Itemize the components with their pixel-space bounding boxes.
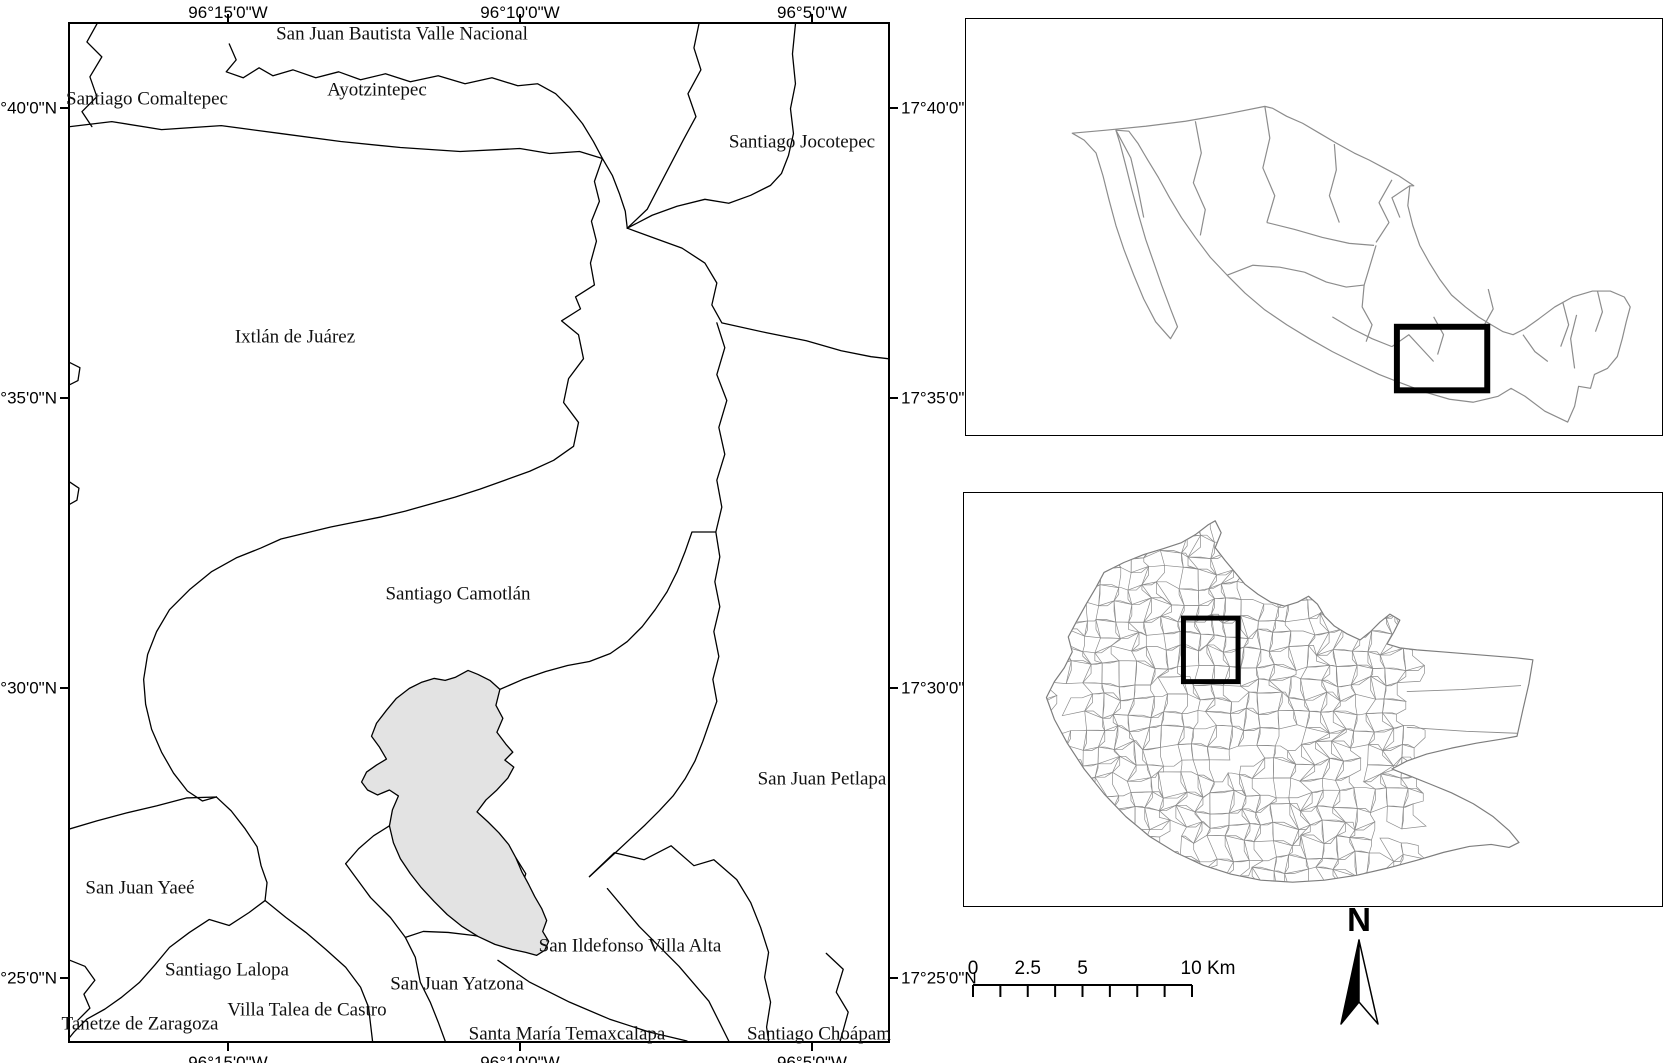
latitude-tick-label: 17°25'0"N (901, 968, 977, 988)
mexico-outline-svg (1071, 105, 1631, 423)
scale-bar-tick-label: 5 (1077, 958, 1088, 979)
axis-tick (60, 687, 68, 689)
municipality-label: Ayotzintepec (327, 79, 427, 101)
longitude-tick-label: 96°5'0"W (777, 3, 847, 22)
latitude-tick-label: 17°30'0"N (901, 678, 977, 698)
oaxaca-inset-map (963, 492, 1663, 907)
municipality-label: Santiago Choápam (746, 1023, 892, 1045)
municipality-label: San Juan Bautista Valle Nacional (276, 23, 528, 45)
municipality-label: Santa María Temaxcalapa (468, 1023, 666, 1045)
longitude-tick-label: 96°15'0"W (188, 3, 268, 22)
north-arrow: N (1328, 903, 1390, 1035)
north-arrow-label: N (1347, 901, 1371, 938)
municipality-label: Santiago Comaltepec (66, 88, 228, 110)
municipality-label: Tanetze de Zaragoza (61, 1013, 219, 1035)
municipality-label: San Juan Petlapa (757, 768, 887, 790)
study-area-polygon (360, 669, 550, 956)
axis-tick (811, 1043, 813, 1051)
axis-tick (890, 107, 898, 109)
longitude-tick-label: 96°10'0"W (480, 1053, 560, 1063)
axis-tick (227, 1043, 229, 1051)
mexico-inset-map (965, 18, 1663, 436)
oaxaca-outline-svg (1045, 520, 1534, 883)
study-extent-rectangle-mexico (1393, 323, 1491, 394)
axis-tick (60, 107, 68, 109)
axis-tick (890, 687, 898, 689)
axis-tick (890, 977, 898, 979)
axis-tick (60, 397, 68, 399)
axis-tick (60, 977, 68, 979)
municipality-label: Santiago Jocotepec (728, 131, 876, 153)
latitude-tick-label: 17°40'0"N (901, 98, 977, 118)
main-map-panel: San Juan Bautista Valle Nacional Ayotzint… (62, 22, 892, 1045)
axis-tick (890, 397, 898, 399)
scale-bar-tick-label: 2.5 (1014, 958, 1041, 979)
scale-bar-tick-label: 10 Km (1180, 958, 1236, 979)
municipality-label: San Juan Yaeé (85, 877, 195, 899)
longitude-tick-label: 96°15'0"W (188, 1053, 268, 1063)
scale-bar-tick-label: 0 (967, 958, 979, 979)
axis-tick (519, 1043, 521, 1051)
municipality-label: San Ildefonso Villa Alta (538, 935, 722, 957)
latitude-tick-label: 17°40'0"N (0, 98, 57, 118)
latitude-tick-label: 17°35'0"N (0, 388, 57, 408)
axis-tick (519, 14, 521, 22)
north-arrow-icon (1340, 939, 1379, 1025)
axis-tick (811, 14, 813, 22)
latitude-tick-label: 17°25'0"N (0, 968, 57, 988)
longitude-tick-label: 96°5'0"W (777, 1053, 847, 1063)
axis-tick (227, 14, 229, 22)
municipality-label: Santiago Camotlán (385, 583, 531, 605)
latitude-tick-label: 17°35'0"N (901, 388, 977, 408)
municipality-label: Santiago Lalopa (165, 959, 289, 981)
municipality-label: San Juan Yatzona (390, 973, 524, 995)
latitude-tick-label: 17°30'0"N (0, 678, 57, 698)
municipality-boundaries-svg (70, 24, 888, 1041)
municipality-label: Villa Talea de Castro (227, 999, 387, 1021)
longitude-tick-label: 96°10'0"W (480, 3, 560, 22)
municipality-label: Ixtlán de Juárez (234, 326, 356, 348)
study-extent-rectangle-oaxaca (1180, 615, 1241, 685)
